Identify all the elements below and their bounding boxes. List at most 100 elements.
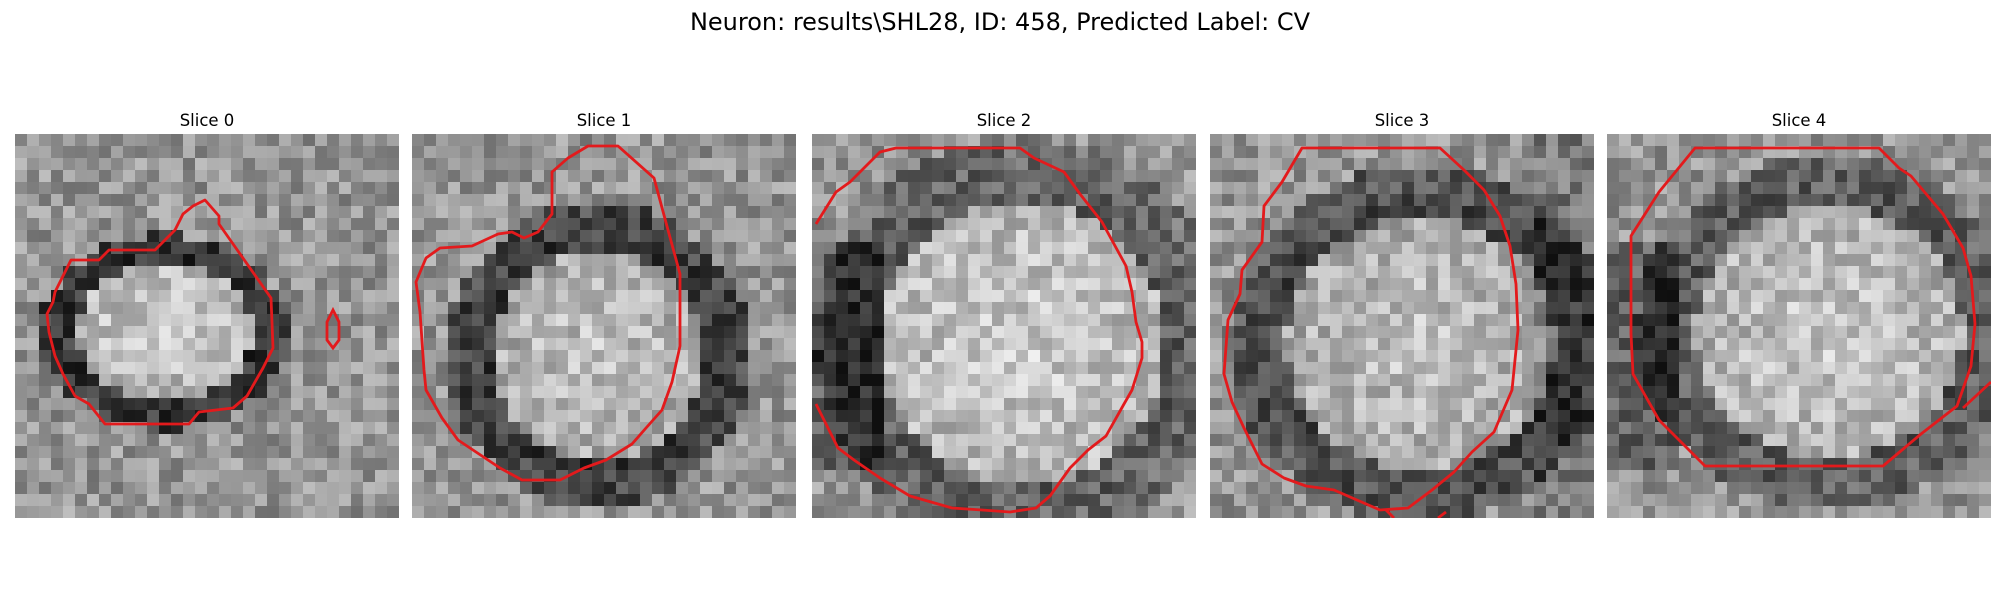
image-pixel	[255, 290, 267, 302]
image-pixel	[628, 218, 640, 230]
image-pixel	[1270, 482, 1282, 494]
image-pixel	[255, 254, 267, 266]
image-pixel	[1172, 350, 1184, 362]
image-pixel	[1763, 158, 1775, 170]
image-pixel	[315, 302, 327, 314]
image-pixel	[688, 290, 700, 302]
image-pixel	[1414, 350, 1426, 362]
image-pixel	[460, 338, 472, 350]
image-pixel	[920, 290, 932, 302]
image-pixel	[436, 338, 448, 350]
image-pixel	[1378, 314, 1390, 326]
image-pixel	[243, 194, 255, 206]
image-pixel	[15, 302, 27, 314]
image-pixel	[363, 290, 375, 302]
image-pixel	[1294, 194, 1306, 206]
image-pixel	[231, 410, 243, 422]
image-pixel	[1510, 146, 1522, 158]
image-pixel	[568, 374, 580, 386]
image-pixel	[303, 506, 315, 518]
image-pixel	[436, 458, 448, 470]
image-pixel	[1474, 422, 1486, 434]
image-pixel	[544, 254, 556, 266]
image-pixel	[1859, 374, 1871, 386]
image-pixel	[700, 506, 712, 518]
image-pixel	[1895, 350, 1907, 362]
image-pixel	[27, 182, 39, 194]
image-pixel	[1112, 266, 1124, 278]
image-pixel	[640, 230, 652, 242]
image-pixel	[1184, 398, 1196, 410]
image-pixel	[123, 170, 135, 182]
image-pixel	[1871, 218, 1883, 230]
image-pixel	[171, 206, 183, 218]
image-pixel	[556, 398, 568, 410]
image-pixel	[784, 470, 796, 482]
image-pixel	[556, 338, 568, 350]
image-pixel	[363, 398, 375, 410]
image-pixel	[968, 170, 980, 182]
image-pixel	[932, 302, 944, 314]
image-pixel	[1582, 482, 1594, 494]
image-pixel	[1570, 350, 1582, 362]
image-pixel	[424, 422, 436, 434]
image-pixel	[1342, 290, 1354, 302]
image-pixel	[1160, 278, 1172, 290]
image-pixel	[448, 218, 460, 230]
image-pixel	[1859, 410, 1871, 422]
image-pixel	[1172, 278, 1184, 290]
image-pixel	[908, 386, 920, 398]
image-pixel	[207, 230, 219, 242]
image-pixel	[123, 350, 135, 362]
image-pixel	[1703, 398, 1715, 410]
image-pixel	[1546, 410, 1558, 422]
image-pixel	[772, 374, 784, 386]
image-pixel	[848, 398, 860, 410]
image-pixel	[1967, 206, 1979, 218]
image-pixel	[1811, 434, 1823, 446]
image-pixel	[860, 158, 872, 170]
image-pixel	[1775, 434, 1787, 446]
image-pixel	[267, 470, 279, 482]
image-pixel	[99, 302, 111, 314]
image-pixel	[327, 206, 339, 218]
image-pixel	[1835, 338, 1847, 350]
image-pixel	[1943, 194, 1955, 206]
image-pixel	[1270, 254, 1282, 266]
image-pixel	[1390, 362, 1402, 374]
image-pixel	[520, 458, 532, 470]
image-pixel	[664, 170, 676, 182]
image-pixel	[1016, 386, 1028, 398]
image-pixel	[1016, 230, 1028, 242]
image-pixel	[1004, 194, 1016, 206]
image-pixel	[39, 206, 51, 218]
image-pixel	[1486, 338, 1498, 350]
image-pixel	[267, 170, 279, 182]
image-pixel	[231, 482, 243, 494]
image-pixel	[111, 434, 123, 446]
image-pixel	[436, 314, 448, 326]
image-pixel	[123, 482, 135, 494]
image-pixel	[1016, 218, 1028, 230]
image-pixel	[1222, 482, 1234, 494]
image-pixel	[375, 398, 387, 410]
image-pixel	[75, 218, 87, 230]
image-pixel	[908, 266, 920, 278]
image-pixel	[135, 278, 147, 290]
image-pixel	[640, 350, 652, 362]
image-pixel	[812, 230, 824, 242]
image-pixel	[1763, 290, 1775, 302]
image-pixel	[51, 386, 63, 398]
image-pixel	[387, 398, 399, 410]
image-pixel	[1088, 470, 1100, 482]
image-pixel	[1811, 266, 1823, 278]
image-pixel	[592, 338, 604, 350]
image-pixel	[760, 194, 772, 206]
image-pixel	[1979, 410, 1991, 422]
image-pixel	[736, 470, 748, 482]
image-pixel	[932, 230, 944, 242]
image-pixel	[1474, 458, 1486, 470]
image-pixel	[920, 170, 932, 182]
image-pixel	[1799, 434, 1811, 446]
image-pixel	[1703, 134, 1715, 146]
